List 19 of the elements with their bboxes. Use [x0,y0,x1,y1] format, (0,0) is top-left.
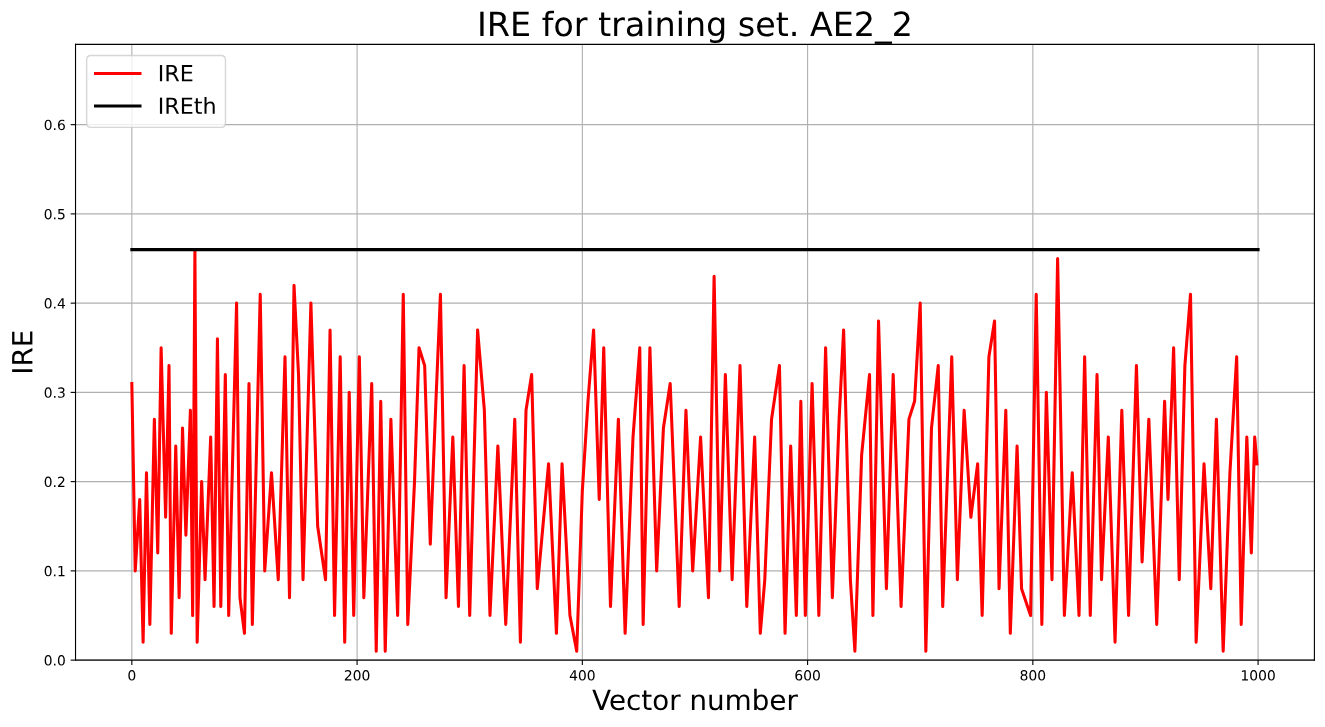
y-tick-label: 0.5 [44,208,65,220]
x-tick-label: 0 [128,670,136,681]
legend-label: IREth [159,96,215,114]
chart-title: IRE for training set. AE2_2 [480,10,910,44]
y-tick-label: 0.6 [44,119,65,131]
x-tick-label: 600 [795,670,820,681]
y-tick-label: 0.2 [44,476,65,488]
y-tick-label: 0.4 [44,298,66,309]
y-tick-label: 0.1 [44,565,65,577]
x-tick-label: 1000 [1241,670,1275,681]
line-series [130,248,1259,653]
x-tick-label: 800 [1020,670,1046,681]
x-axis-title: Vector number [592,688,798,711]
x-tick-label: 400 [569,670,595,681]
y-tick-label: 0.0 [44,655,65,666]
x-tick-label: 200 [344,670,370,681]
legend-label: IRE [159,65,193,82]
y-axis-title: IRE [12,331,33,373]
y-tick-label: 0.3 [44,387,65,398]
